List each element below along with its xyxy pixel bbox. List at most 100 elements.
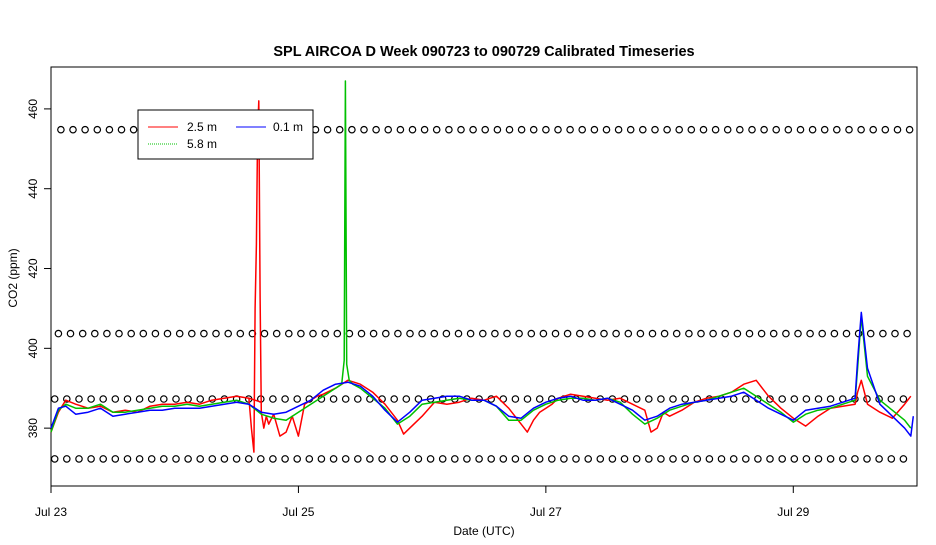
marker-point bbox=[475, 455, 483, 463]
marker-point bbox=[905, 125, 914, 134]
marker-point bbox=[335, 125, 344, 134]
marker-point bbox=[329, 455, 338, 463]
marker-point bbox=[481, 125, 490, 134]
marker-point bbox=[511, 455, 520, 463]
marker-point bbox=[766, 455, 774, 463]
marker-point bbox=[681, 395, 690, 403]
legend-label-5-8m: 5.8 m bbox=[187, 137, 217, 151]
legend: 2.5 m 0.1 m 5.8 m bbox=[137, 109, 314, 160]
legend-box bbox=[137, 109, 314, 160]
y-tick-label: 380 bbox=[26, 418, 40, 438]
marker-point bbox=[697, 329, 705, 338]
marker-point bbox=[535, 455, 544, 463]
marker-point bbox=[600, 329, 608, 338]
marker-point bbox=[220, 455, 229, 463]
marker-point bbox=[366, 455, 374, 463]
marker-points bbox=[50, 125, 914, 463]
chart-title: SPL AIRCOA D Week 090723 to 090729 Calib… bbox=[273, 44, 694, 60]
marker-point bbox=[657, 395, 665, 403]
marker-point bbox=[212, 329, 220, 338]
marker-point bbox=[293, 395, 302, 403]
marker-point bbox=[554, 125, 562, 134]
marker-point bbox=[614, 125, 623, 134]
marker-point bbox=[196, 395, 205, 403]
marker-point bbox=[626, 125, 635, 134]
marker-point bbox=[78, 329, 87, 338]
marker-point bbox=[372, 125, 380, 134]
marker-point bbox=[111, 455, 120, 463]
marker-point bbox=[748, 125, 756, 134]
marker-point bbox=[681, 455, 690, 463]
marker-point bbox=[632, 455, 641, 463]
legend-label-2-5m: 2.5 m bbox=[187, 120, 217, 134]
marker-point bbox=[806, 329, 814, 338]
marker-point bbox=[147, 455, 156, 463]
y-tick-label: 460 bbox=[26, 99, 40, 119]
series-line-2-5-m bbox=[50, 100, 912, 453]
marker-point bbox=[487, 455, 496, 463]
marker-point bbox=[854, 329, 863, 338]
marker-point bbox=[527, 329, 536, 338]
marker-point bbox=[160, 395, 168, 403]
marker-point bbox=[638, 125, 647, 134]
marker-point bbox=[899, 395, 908, 403]
marker-point bbox=[588, 329, 596, 338]
marker-point bbox=[348, 125, 356, 134]
series-line-5-8-m bbox=[50, 80, 912, 433]
marker-point bbox=[200, 329, 208, 338]
marker-point bbox=[281, 455, 289, 463]
marker-point bbox=[127, 329, 136, 338]
series-lines bbox=[50, 80, 915, 453]
marker-point bbox=[420, 125, 429, 134]
marker-point bbox=[414, 395, 423, 403]
marker-point bbox=[402, 395, 411, 403]
marker-point bbox=[369, 329, 378, 338]
marker-point bbox=[802, 395, 811, 403]
marker-point bbox=[741, 455, 750, 463]
marker-point bbox=[353, 395, 362, 403]
y-tick-label: 440 bbox=[26, 178, 40, 198]
marker-point bbox=[832, 125, 841, 134]
marker-point bbox=[360, 125, 368, 134]
marker-point bbox=[478, 329, 487, 338]
marker-point bbox=[893, 125, 902, 134]
marker-point bbox=[236, 329, 245, 338]
marker-point bbox=[260, 329, 269, 338]
marker-point bbox=[196, 455, 205, 463]
marker-point bbox=[657, 455, 665, 463]
marker-point bbox=[309, 329, 317, 338]
marker-point bbox=[457, 125, 465, 134]
marker-point bbox=[723, 125, 732, 134]
marker-point bbox=[163, 329, 172, 338]
x-tick-label: Jul 27 bbox=[530, 505, 562, 519]
marker-point bbox=[547, 455, 556, 463]
marker-point bbox=[808, 125, 817, 134]
marker-point bbox=[384, 125, 393, 134]
marker-point bbox=[754, 455, 762, 463]
marker-point bbox=[269, 395, 277, 403]
marker-point bbox=[669, 395, 677, 403]
marker-point bbox=[172, 455, 180, 463]
marker-point bbox=[517, 125, 526, 134]
marker-point bbox=[91, 329, 99, 338]
marker-point bbox=[172, 395, 180, 403]
marker-point bbox=[430, 329, 439, 338]
marker-point bbox=[903, 329, 911, 338]
marker-point bbox=[887, 455, 896, 463]
marker-point bbox=[881, 125, 890, 134]
marker-point bbox=[281, 395, 289, 403]
marker-point bbox=[523, 455, 532, 463]
marker-point bbox=[272, 329, 281, 338]
marker-point bbox=[899, 455, 908, 463]
marker-point bbox=[66, 329, 75, 338]
marker-point bbox=[491, 329, 499, 338]
marker-point bbox=[63, 455, 71, 463]
legend-label-0-1m: 0.1 m bbox=[273, 120, 303, 134]
marker-point bbox=[648, 329, 657, 338]
marker-point bbox=[838, 455, 847, 463]
marker-point bbox=[842, 329, 851, 338]
marker-point bbox=[463, 455, 471, 463]
marker-point bbox=[566, 125, 574, 134]
marker-point bbox=[572, 455, 580, 463]
